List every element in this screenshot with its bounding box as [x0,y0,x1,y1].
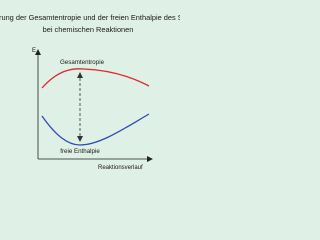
title-line1: rung der Gesamtentropie und der freien E… [0,13,180,22]
page: rung der Gesamtentropie und der freien E… [0,0,180,180]
enthalpy-curve [41,113,150,146]
enthalpy-label: freie Enthalpie [60,148,100,155]
title-line2: bei chemischen Reaktionen [43,25,134,34]
diagram: rung der Gesamtentropie und der freien E… [0,0,180,180]
x-axis-label: Reaktionsverlauf [98,165,143,171]
background [0,0,180,180]
y-axis-label: E [32,48,36,54]
entropy-label: Gesamtentropie [60,59,105,66]
entropy-curve [41,68,150,89]
